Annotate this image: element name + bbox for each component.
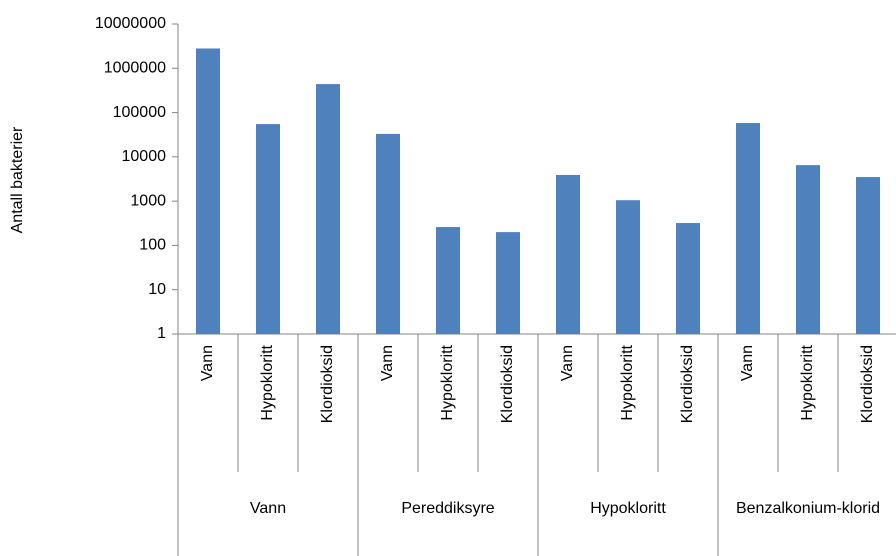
group-label-box: Benzalkonium-klorid — [735, 500, 881, 517]
bar — [676, 223, 700, 334]
y-tick-label: 1 — [157, 325, 166, 342]
bar — [796, 165, 820, 334]
bar — [436, 227, 460, 334]
bar — [496, 232, 520, 334]
group-label: Pereddiksyre — [401, 500, 495, 517]
y-tick-label: 100 — [139, 237, 166, 254]
x-tick-label: Vann — [559, 345, 576, 381]
bar — [856, 177, 880, 334]
group-label-box: Hypokloritt — [590, 500, 666, 517]
x-tick-label: Vann — [739, 345, 756, 381]
bar — [256, 124, 280, 335]
y-tick-label: 1000000 — [104, 60, 166, 77]
x-tick-label: Klordioksid — [499, 345, 516, 423]
bar — [556, 174, 580, 334]
x-tick-label: Klordioksid — [679, 345, 696, 423]
group-label: Benzalkonium-klorid — [735, 500, 881, 517]
x-tick-label: Hypokloritt — [259, 344, 276, 420]
y-axis-title: Antall bakterier — [9, 126, 26, 233]
bar — [196, 48, 220, 334]
x-tick-label: Klordioksid — [319, 345, 336, 423]
group-label: Hypokloritt — [590, 500, 666, 517]
y-tick-label: 1000 — [130, 192, 166, 209]
x-tick-label: Vann — [199, 345, 216, 381]
group-label-box: Pereddiksyre — [401, 500, 495, 517]
y-tick-label: 10000 — [122, 148, 167, 165]
bar — [376, 133, 400, 334]
y-tick-label: 10 — [148, 281, 166, 298]
bar — [736, 123, 760, 334]
x-tick-label: Hypokloritt — [799, 344, 816, 420]
group-label-box: Vann — [249, 500, 287, 517]
x-tick-label: Hypokloritt — [619, 344, 636, 420]
x-tick-label: Hypokloritt — [439, 344, 456, 420]
x-tick-label: Klordioksid — [859, 345, 876, 423]
bar — [616, 200, 640, 334]
bar — [316, 84, 340, 334]
y-tick-label: 100000 — [113, 104, 166, 121]
x-tick-label: Vann — [379, 345, 396, 381]
y-tick-label: 10000000 — [95, 15, 166, 32]
group-label: Vann — [249, 500, 287, 517]
